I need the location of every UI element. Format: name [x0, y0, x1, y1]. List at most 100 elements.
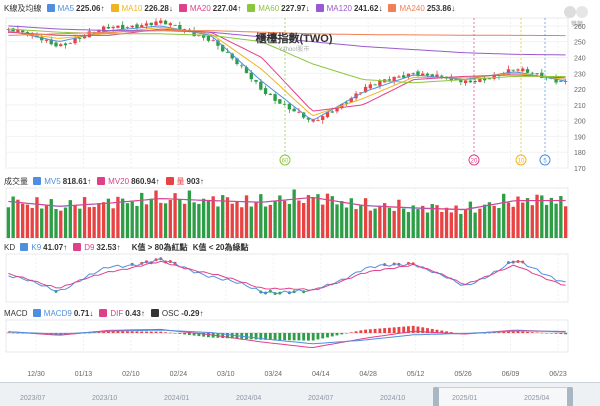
- candle-body: [368, 84, 373, 89]
- candle-body: [44, 39, 49, 41]
- candle-body: [287, 103, 292, 110]
- candle-body: [11, 28, 15, 32]
- volume-bar: [73, 205, 77, 238]
- osc-bar: [349, 332, 353, 333]
- volume-bar: [140, 192, 144, 238]
- candle-body: [73, 38, 77, 44]
- date-tick-label: 01/13: [75, 371, 93, 378]
- macd-series-value: 0.71↓: [73, 309, 94, 318]
- timeline-handle-right[interactable]: [567, 387, 573, 406]
- candle-body: [268, 93, 272, 95]
- osc-bar: [278, 333, 282, 341]
- osc-bar: [416, 326, 420, 333]
- osc-bar: [273, 333, 277, 340]
- logo: 雙鵝: [560, 2, 594, 28]
- volume-bar: [554, 203, 558, 238]
- candle-body: [325, 112, 330, 118]
- candle-body: [463, 80, 468, 84]
- vol-series-name: MV5: [44, 177, 61, 186]
- candle-body: [182, 29, 187, 30]
- volume-bar: [59, 210, 63, 238]
- k-legend-ma20: MA20 227.04↑: [178, 4, 244, 13]
- marker-label: 5: [543, 159, 547, 165]
- osc-bar: [316, 333, 320, 340]
- volume-bar: [330, 196, 334, 238]
- volume-bar: [197, 203, 201, 238]
- volume-bar: [502, 193, 506, 238]
- macd-swatch: [32, 309, 41, 317]
- vol-swatch: [97, 177, 106, 185]
- date-tick-label: 03/10: [217, 371, 235, 378]
- osc-bar: [330, 333, 334, 337]
- osc-bar: [187, 333, 191, 335]
- osc-bar: [206, 333, 210, 338]
- osc-bar: [292, 333, 296, 341]
- timeline-handle-left[interactable]: [433, 387, 439, 406]
- volume-bar: [182, 203, 187, 238]
- date-tick-label: 04/28: [359, 371, 377, 378]
- candle-body: [311, 120, 315, 122]
- kd-legend-d9: D9 32.53↑: [73, 243, 123, 252]
- timeline-scroller[interactable]: 2023/07 2023/10 2024/01 2024/04 2024/07 2024/…: [0, 382, 600, 406]
- k-legend-ma10: MA10 226.28↓: [110, 4, 176, 13]
- candle-body: [235, 58, 239, 65]
- vol-legend-量: 量 903↑: [165, 177, 207, 186]
- candle-body: [135, 24, 139, 29]
- osc-bar: [507, 331, 510, 333]
- volume-bar: [482, 204, 487, 238]
- osc-bar: [483, 333, 487, 334]
- candle-body: [282, 103, 287, 105]
- osc-bar: [307, 333, 310, 341]
- candle-body: [321, 116, 325, 121]
- volume-bar: [6, 207, 11, 238]
- candle-body: [192, 30, 196, 37]
- osc-bar: [102, 331, 106, 333]
- volume-bar: [116, 196, 120, 238]
- osc-bar: [249, 333, 253, 340]
- candle-body: [40, 36, 44, 41]
- marker-label: 10: [518, 159, 525, 165]
- candle-body: [221, 44, 225, 52]
- stock-chart[interactable]: 260 250 240 230 220 210 200 190 180 170 60 20 10 5 1…: [0, 0, 600, 382]
- candle-body: [159, 20, 163, 24]
- k-series-name: MA20: [189, 4, 211, 13]
- osc-bar: [397, 326, 401, 333]
- volume-bar: [506, 202, 511, 238]
- volume-bar: [30, 207, 34, 238]
- kd-series-name: K9: [31, 243, 42, 252]
- price-tick-label: 260: [574, 24, 586, 31]
- volume-bar: [259, 194, 263, 238]
- osc-bar: [259, 333, 263, 340]
- k-legend-ma60: MA60 227.97↓: [247, 4, 312, 13]
- candle-body: [244, 67, 249, 74]
- k-legend-label: K線及均線: [4, 4, 42, 13]
- volume-bar: [487, 202, 492, 238]
- candle-body: [292, 108, 296, 112]
- candle-body: [163, 20, 168, 25]
- k-series-name: MA120: [326, 4, 352, 13]
- osc-bar: [297, 333, 301, 341]
- osc-bar: [387, 327, 391, 333]
- osc-bar: [21, 333, 25, 334]
- osc-bar: [245, 333, 248, 340]
- candle-body: [149, 22, 153, 26]
- volume-bar: [344, 207, 349, 238]
- candle-body: [240, 65, 244, 67]
- candle-body: [82, 35, 87, 39]
- volume-bar: [187, 190, 192, 238]
- ma120-line: [8, 25, 566, 56]
- osc-bar: [421, 327, 425, 333]
- osc-bar: [364, 329, 368, 333]
- candle-body: [359, 92, 363, 94]
- volume-bar: [40, 208, 44, 238]
- osc-bar: [302, 333, 306, 341]
- candle-body: [411, 73, 415, 75]
- volume-bar: [240, 207, 244, 238]
- candle-body: [101, 26, 106, 32]
- candle-body: [35, 34, 39, 38]
- volume-bar: [225, 197, 230, 238]
- macd-series-name: OSC: [161, 309, 180, 318]
- candle-body: [478, 78, 482, 83]
- volume-bar: [525, 198, 530, 238]
- osc-bar: [226, 333, 229, 339]
